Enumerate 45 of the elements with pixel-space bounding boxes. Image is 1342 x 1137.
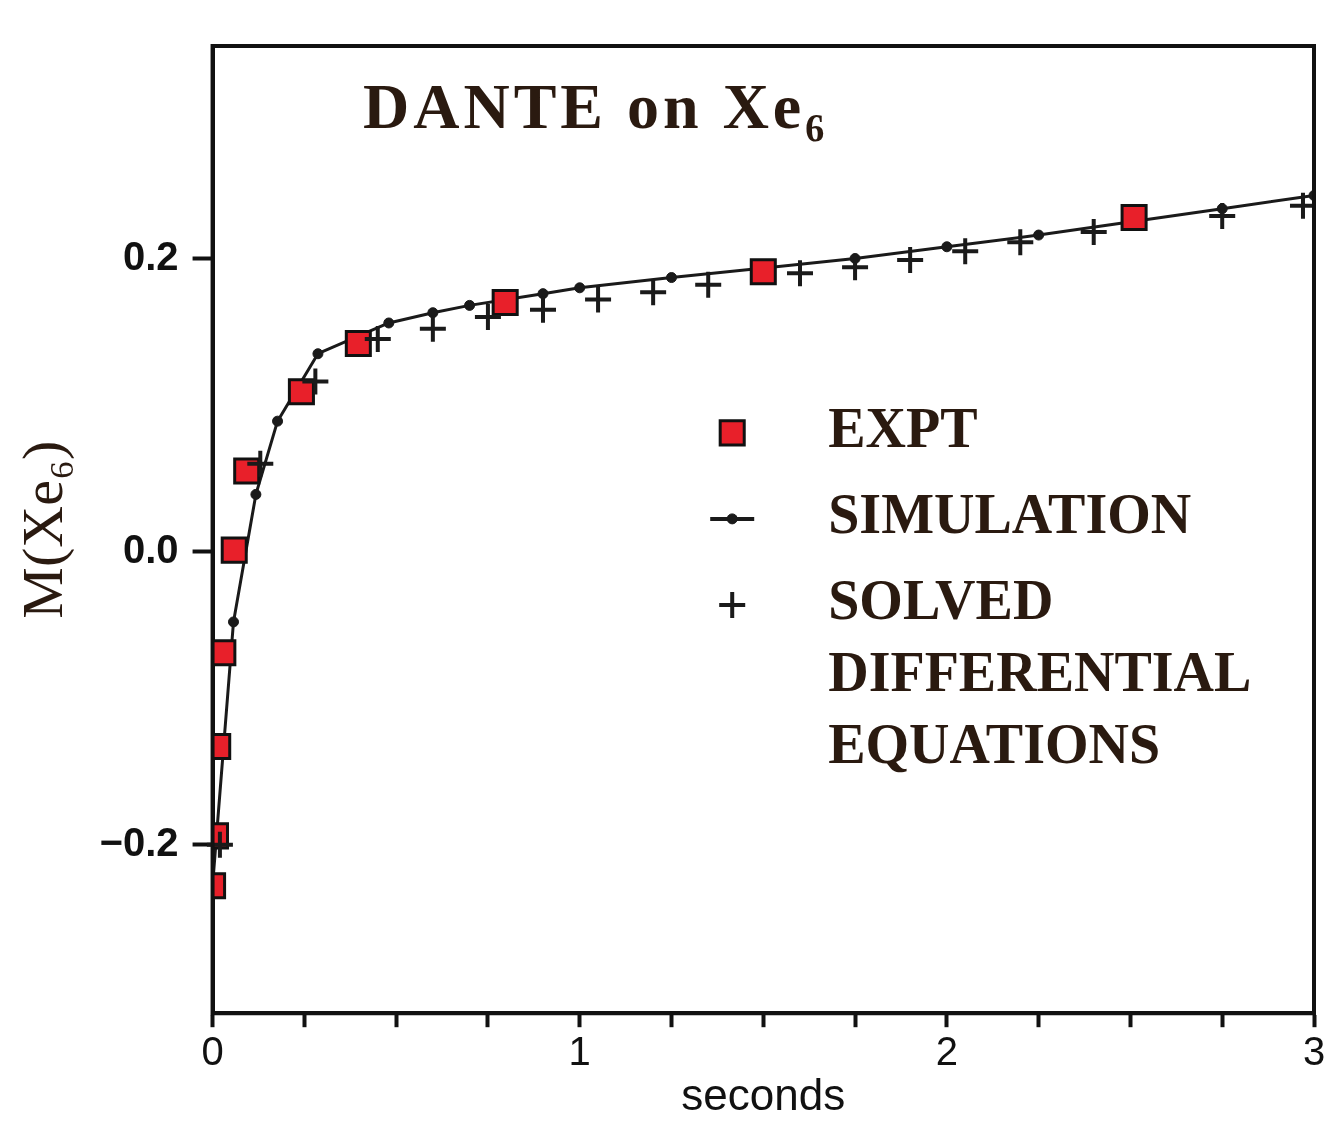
point [1120, 203, 1148, 231]
y-tick-label: −0.2 [99, 819, 179, 864]
chart-title: DANTE on Xe₆ [363, 70, 829, 144]
point [787, 260, 813, 287]
point [1033, 229, 1045, 241]
point [1080, 219, 1107, 246]
point [695, 271, 722, 298]
point [952, 238, 979, 265]
point [250, 488, 262, 500]
point [312, 348, 324, 360]
point [247, 450, 274, 477]
point [1007, 229, 1034, 256]
point [419, 315, 446, 342]
point [272, 415, 284, 427]
point [220, 536, 248, 564]
x-tick-label: 2 [935, 1029, 958, 1074]
legend-label: SOLVED DIFFERENTIAL EQUATIONS [828, 569, 1252, 776]
point [897, 246, 924, 273]
legend-label: EXPT [828, 397, 978, 460]
point [302, 368, 329, 395]
point [749, 258, 777, 286]
x-tick-label: 3 [1302, 1029, 1326, 1074]
point [941, 241, 953, 253]
point [491, 288, 519, 316]
y-tick-label: 0.2 [122, 233, 179, 278]
y-axis-title: M(Xe₆) [10, 440, 76, 619]
point [640, 279, 667, 306]
x-axis-title: seconds [681, 1069, 846, 1119]
point [383, 317, 395, 329]
point [666, 272, 677, 284]
x-tick-label: 1 [568, 1029, 591, 1074]
point [227, 616, 239, 628]
point [530, 296, 556, 323]
y-tick-label: 0.0 [122, 526, 179, 571]
x-tick-label: 0 [201, 1029, 224, 1074]
point [464, 299, 476, 311]
legend-label: SIMULATION [828, 483, 1192, 546]
point [206, 831, 233, 858]
point [344, 329, 372, 358]
point [585, 286, 612, 313]
point [574, 282, 586, 294]
point [1209, 202, 1236, 229]
point [474, 304, 501, 331]
point [364, 326, 391, 353]
point [287, 378, 315, 406]
